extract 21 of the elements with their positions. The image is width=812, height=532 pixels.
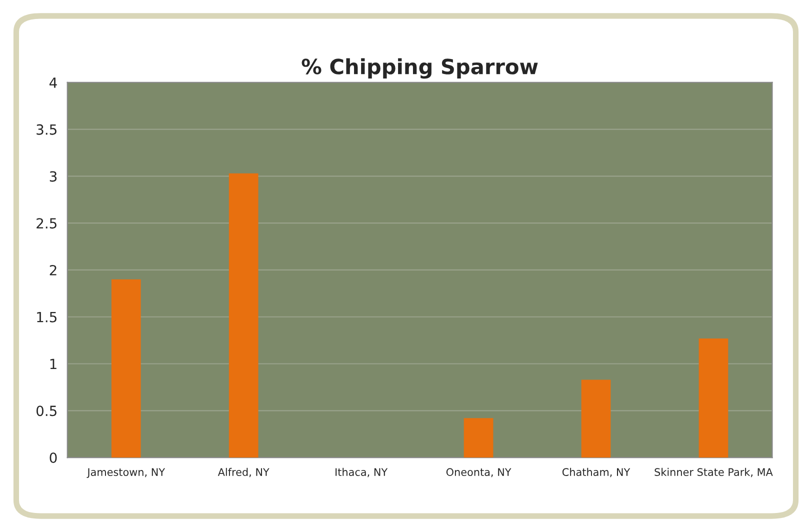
bar — [581, 380, 611, 458]
y-tick-label: 3.5 — [36, 124, 56, 135]
y-tick-label: 2.5 — [36, 218, 56, 229]
bar — [698, 338, 728, 458]
x-tick-label: Jamestown, NY — [86, 468, 166, 478]
bar — [111, 279, 141, 458]
y-tick-label: 1.5 — [37, 312, 56, 322]
x-tick-label: Alfred, NY — [218, 468, 270, 478]
y-tick-label: 4 — [50, 78, 57, 88]
y-tick-label: 1 — [50, 358, 56, 370]
y-tick-label: 2 — [50, 264, 56, 276]
bar — [464, 418, 494, 458]
chart-title: % Chipping Sparrow — [302, 58, 538, 79]
x-tick-label: Oneonta, NY — [446, 468, 512, 478]
y-tick-label: 3 — [50, 171, 57, 182]
x-tick-label: Ithaca, NY — [336, 468, 388, 478]
y-tick-label: 0 — [50, 452, 57, 463]
x-tick-label: Skinner State Park, MA — [654, 468, 773, 478]
y-tick-label: 0.5 — [36, 406, 56, 416]
bar — [228, 173, 258, 458]
x-tick-label: Chatham, NY — [562, 468, 630, 478]
